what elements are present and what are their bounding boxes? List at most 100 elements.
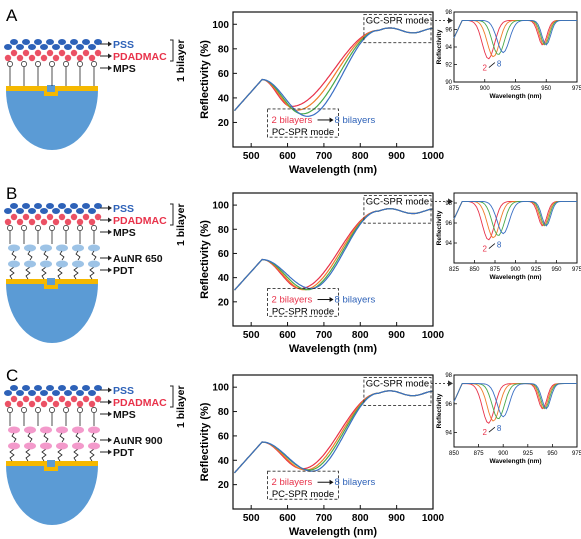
inset-series-line [453,200,577,241]
pdadmac-bead [16,400,24,408]
layer-label: AuNR 900 [113,435,163,447]
pdt-linker [57,266,63,280]
nanorod [24,442,36,450]
pss-bead [46,385,54,391]
mps-head [35,61,41,67]
series-line [234,208,433,291]
mps-head [77,225,83,231]
x-tick-label: 1000 [422,151,445,162]
pdadmac-label: PDADMAC [113,215,167,227]
pss-bead [64,390,72,396]
series-line [234,27,433,111]
rod-linker [75,250,81,261]
pdadmac-bead [16,218,24,226]
x-tick-label: 900 [388,151,405,162]
pdt-linker [57,448,63,462]
rod-linker [43,432,49,443]
pc-from-label: 2 bilayers [272,295,313,306]
pdadmac-bead [4,54,12,62]
pdadmac-bead [16,54,24,62]
pss-bead [64,208,72,214]
pss-bead [70,385,78,391]
pss-bead [4,208,12,214]
nanorod [88,260,100,268]
bilayer-label: 1 bilayer [175,39,187,82]
x-tick-label: 1000 [422,330,445,341]
gc-spr-label: GC-SPR mode [366,196,429,207]
inset-series-line [453,383,577,422]
nanorod [72,442,84,450]
gc-spr-box [363,376,432,406]
nanorod [8,244,20,252]
nanorod [8,442,20,450]
pc-spr-box [267,108,339,138]
gc-spr-box [363,194,432,224]
mps-head [77,61,83,67]
inset-arrow-to: 8 [497,60,502,69]
pdadmac-bead [28,400,36,408]
inset-arrow-to: 8 [497,424,502,433]
label-arrowhead [108,267,112,273]
mps-head [7,225,13,231]
nanorod [56,244,68,252]
inset-y-tick-label: 94 [445,45,452,51]
x-tick-label: 700 [316,151,333,162]
label-arrowhead [108,411,112,417]
pc-arrowhead [329,479,334,485]
pdadmac-bead [4,400,12,408]
nanorod [24,244,36,252]
y-tick-label: 20 [218,118,230,129]
rod-linker [27,432,33,443]
groove-gap [47,85,55,92]
gc-connector-arrow [448,380,453,387]
pss-bead [58,385,66,391]
mps-label: MPS [113,227,136,239]
inset-x-tick-label: 875 [474,451,485,457]
bilayer-bracket [170,39,174,62]
pdadmac-bead [88,400,96,408]
y-tick-label: 60 [218,431,230,442]
pdt-linker [73,448,79,462]
inset-x-tick-label: 900 [498,451,509,457]
series-line [234,208,433,291]
gc-spr-label: GC-SPR mode [366,378,429,389]
pss-bead [82,203,90,209]
mps-head [49,61,55,67]
x-axis-label: Wavelength (nm) [289,164,378,176]
layer-label: PDT [113,447,135,459]
pss-bead [16,390,24,396]
pss-bead [76,390,84,396]
inset-arrow [488,426,496,433]
x-axis-label: Wavelength (nm) [289,343,378,355]
pdt-linker [9,448,15,462]
inset-frame [453,192,578,264]
inset-arrow-from: 2 [482,245,487,254]
pc-to-label: 8 bilayers [335,477,376,488]
panel-label: A [6,6,18,25]
pc-to-label: 8 bilayers [335,115,376,126]
inset-series-line [453,19,577,54]
inset-y-label: Reflectivity [436,29,443,64]
mps-head [49,225,55,231]
pss-bead [10,203,18,209]
inset-x-tick-label: 875 [449,86,460,92]
inset-x-label: Wavelength (nm) [489,274,541,281]
series-line [234,208,433,291]
pss-bead [46,203,54,209]
pss-bead [16,44,24,50]
nanorod [56,426,68,434]
label-arrowhead [108,437,112,443]
inset-series-line [453,200,577,235]
main-chart-C: 500 600 700 800 900 1000 20 40 60 80 100 Wavelength… [199,374,453,538]
pss-bead [40,390,48,396]
inset-series-line [453,200,577,239]
inset-arrow-from: 2 [482,64,487,73]
mps-head [21,61,27,67]
inset-chart-B: 825 850 875 900 925 950 975 94 96 98 Wavelength (n… [436,192,581,281]
inset-x-tick-label: 875 [490,267,501,273]
mps-label: MPS [113,63,136,75]
nanorod [72,426,84,434]
